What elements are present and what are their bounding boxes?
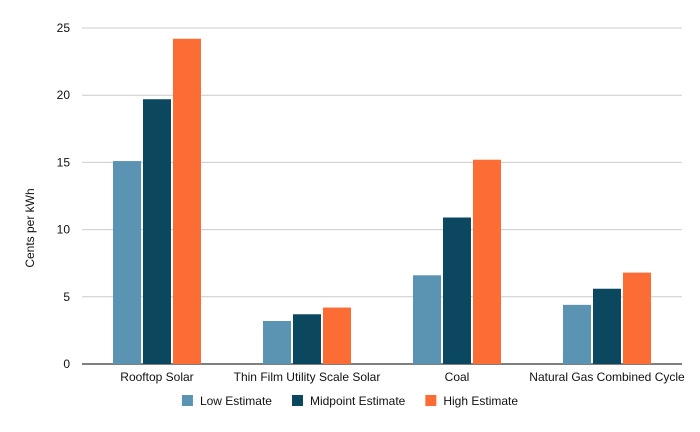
bar-midpoint-estimate-rooftop-solar	[143, 99, 171, 365]
bar-low-estimate-rooftop-solar	[113, 161, 141, 364]
x-tick-label-thin-film-utility-scale-solar: Thin Film Utility Scale Solar	[234, 370, 381, 384]
legend-label-high-estimate: High Estimate	[443, 394, 518, 408]
bar-low-estimate-thin-film-utility-scale-solar	[263, 320, 291, 364]
legend-item-midpoint-estimate: Midpoint Estimate	[291, 394, 406, 408]
legend-item-low-estimate: Low Estimate	[181, 394, 272, 408]
legend-label-midpoint-estimate: Midpoint Estimate	[310, 394, 406, 408]
bar-high-estimate-coal	[473, 159, 501, 364]
bar-midpoint-estimate-thin-film-utility-scale-solar	[293, 314, 321, 364]
y-tick-label-0: 0	[63, 357, 70, 371]
x-tick-label-natural-gas-combined-cycle: Natural Gas Combined Cycle	[529, 370, 685, 384]
y-tick-label-5: 5	[63, 290, 70, 304]
y-tick-label-25: 25	[57, 21, 71, 35]
y-tick-label-20: 20	[57, 88, 71, 102]
bar-low-estimate-coal	[413, 275, 441, 364]
x-axis-ticks: Rooftop Solar Thin Film Utility Scale Sol…	[120, 370, 685, 384]
bar-high-estimate-rooftop-solar	[173, 38, 201, 364]
legend-swatch-low-estimate	[181, 395, 193, 406]
bar-high-estimate-natural-gas-combined-cycle	[623, 272, 651, 364]
gridlines	[82, 27, 682, 365]
legend-item-high-estimate: High Estimate	[425, 394, 518, 408]
bars	[113, 38, 651, 365]
legend-swatch-high-estimate	[425, 395, 437, 406]
legend-swatch-midpoint-estimate	[291, 395, 303, 406]
y-axis-title: Cents per kWh	[23, 188, 37, 267]
bar-high-estimate-thin-film-utility-scale-solar	[323, 307, 351, 364]
legend-label-low-estimate: Low Estimate	[200, 394, 272, 408]
y-tick-label-10: 10	[57, 223, 71, 237]
x-tick-label-rooftop-solar: Rooftop Solar	[120, 370, 193, 384]
legend: Low Estimate Midpoint Estimate High Estima…	[181, 394, 518, 408]
bar-low-estimate-natural-gas-combined-cycle	[563, 304, 591, 364]
y-tick-label-15: 15	[57, 155, 71, 169]
bar-midpoint-estimate-natural-gas-combined-cycle	[593, 288, 621, 364]
y-axis-ticks: 0 5 10 15 20 25	[57, 21, 71, 371]
x-tick-label-coal: Coal	[445, 370, 470, 384]
bar-midpoint-estimate-coal	[443, 217, 471, 364]
